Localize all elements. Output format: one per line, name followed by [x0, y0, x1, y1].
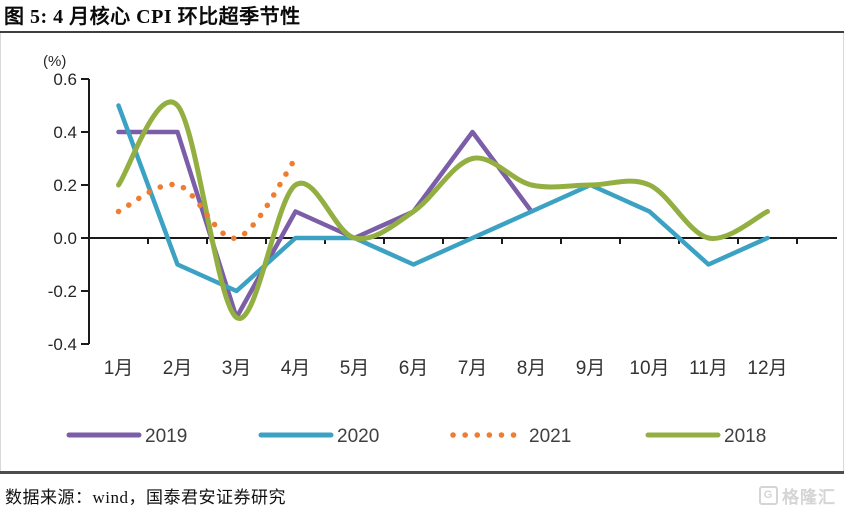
x-category-label: 9月	[576, 358, 606, 379]
legend-label-2021: 2021	[529, 426, 571, 447]
figure-footer: 数据来源：wind，国泰君安证券研究 G 格隆汇	[0, 474, 844, 516]
footer-divider	[0, 471, 844, 474]
figure-header: 图 5: 4 月核心 CPI 环比超季节性	[0, 0, 844, 31]
figure-title: 图 5: 4 月核心 CPI 环比超季节性	[4, 6, 301, 28]
data-source-text: 数据来源：wind，国泰君安证券研究	[5, 487, 286, 507]
series-line-2019	[116, 129, 534, 320]
y-tick-label: 0.4	[53, 123, 77, 142]
x-category-label: 11月	[689, 358, 728, 379]
watermark: G 格隆汇	[759, 483, 836, 508]
y-tick-label: 0.6	[53, 70, 77, 89]
x-category-label: 3月	[222, 358, 252, 379]
x-category-label: 7月	[458, 358, 488, 379]
series-line-2021	[115, 155, 299, 241]
legend-label-2019: 2019	[145, 426, 187, 447]
x-category-label: 12月	[747, 358, 787, 379]
y-tick-label: 0.0	[53, 229, 77, 248]
series-line-2018	[116, 99, 770, 321]
x-category-label: 10月	[629, 358, 669, 379]
legend-label-2018: 2018	[724, 426, 766, 447]
x-category-label: 8月	[517, 358, 547, 379]
series-line-2020	[116, 103, 770, 294]
y-axis-unit-label: (%)	[43, 53, 66, 70]
gelonghui-logo-icon: G	[759, 485, 778, 505]
x-category-label: 2月	[163, 358, 193, 379]
title-divider	[0, 31, 844, 33]
x-category-label: 6月	[399, 358, 429, 379]
chart-panel: (%) 0.6 0.4 0.2 0.0 -0.2 -0.4 1月 2月 3月 4月 5月 6月 7月 8月 9…	[0, 33, 844, 471]
watermark-text: 格隆汇	[782, 487, 836, 507]
y-tick-label: 0.2	[53, 176, 77, 195]
x-category-label: 1月	[104, 358, 134, 379]
y-tick-label: -0.4	[48, 335, 77, 354]
x-category-label: 5月	[340, 358, 370, 379]
chart-canvas: (%)0.6 0.4 0.2 0.0 -0.2 -0.4 1月 2月 3月 4月 5月 6月 7月 8月 9…	[43, 53, 837, 447]
y-tick-label: -0.2	[48, 282, 77, 301]
legend-label-2020: 2020	[337, 426, 379, 447]
x-category-label: 4月	[281, 358, 311, 379]
